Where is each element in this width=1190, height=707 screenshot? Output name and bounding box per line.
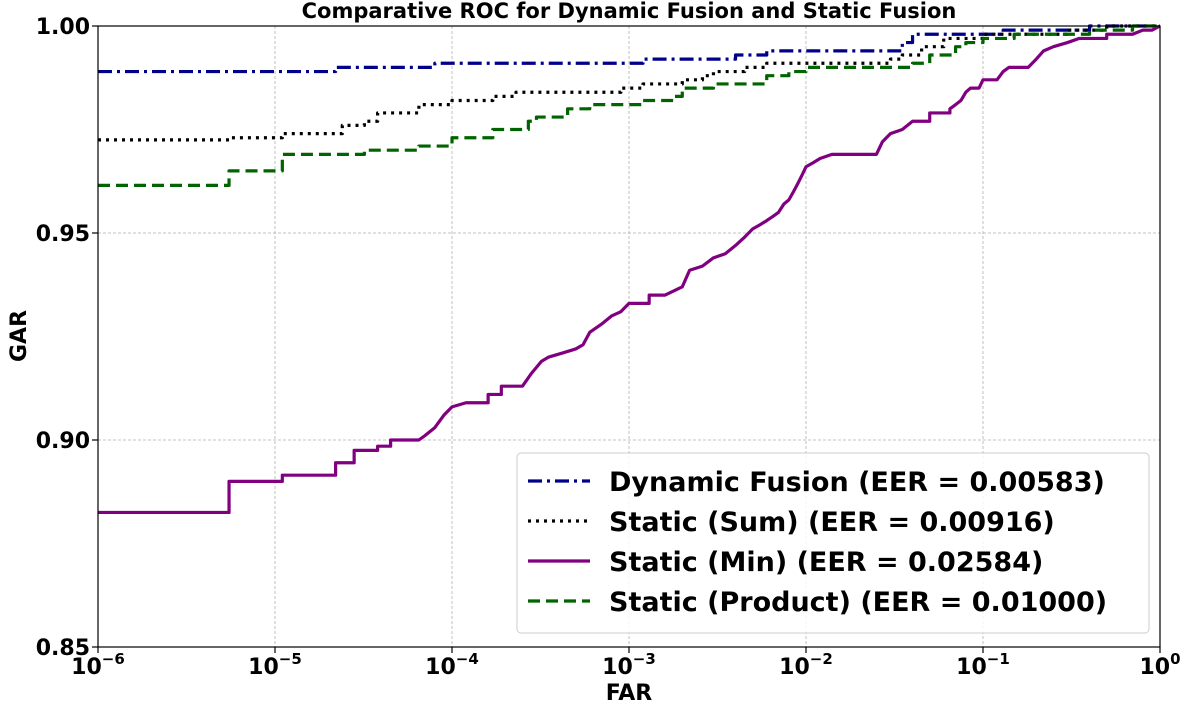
x-tick-base: 10 xyxy=(779,655,810,680)
x-tick-base: 10 xyxy=(602,655,633,680)
series-line xyxy=(98,24,1161,515)
x-tick-exponent: −4 xyxy=(456,650,479,668)
x-tick-exponent: −3 xyxy=(633,650,656,668)
x-tick-label: 10−4 xyxy=(425,650,479,680)
series-line xyxy=(98,24,1160,142)
x-tick-exponent: 0 xyxy=(1170,650,1180,668)
x-axis-label: FAR xyxy=(606,681,653,706)
legend-label: Dynamic Fusion (EER = 0.00583) xyxy=(609,467,1105,498)
legend-box xyxy=(516,452,1150,634)
x-tick-label: 10−3 xyxy=(602,650,656,680)
legend-label: Static (Min) (EER = 0.02584) xyxy=(609,547,1043,578)
x-tick-base: 10 xyxy=(425,655,456,680)
x-tick-exponent: −1 xyxy=(987,650,1010,668)
series-layer xyxy=(98,24,1161,515)
y-axis-label: GAR xyxy=(7,310,32,362)
legend: Dynamic Fusion (EER = 0.00583) Static (Su… xyxy=(516,452,1150,634)
y-tick-label: 0.95 xyxy=(36,222,90,247)
legend-label: Static (Sum) (EER = 0.00916) xyxy=(609,507,1055,538)
y-tick-label: 1.00 xyxy=(36,15,90,40)
x-tick-exponent: −2 xyxy=(810,650,833,668)
x-tick-label: 10−6 xyxy=(71,650,125,680)
legend-label: Static (Product) (EER = 0.01000) xyxy=(609,587,1107,618)
y-tick-label: 0.85 xyxy=(36,636,90,661)
chart-title: Comparative ROC for Dynamic Fusion and S… xyxy=(302,0,957,23)
legend-entries: Dynamic Fusion (EER = 0.00583) Static (Su… xyxy=(528,467,1107,618)
series-line xyxy=(98,24,1160,74)
series-line xyxy=(98,24,1160,187)
x-tick-label: 10−5 xyxy=(248,650,302,680)
x-tick-label: 10−1 xyxy=(956,650,1010,680)
x-tick-exponent: −5 xyxy=(279,650,302,668)
x-tick-exponent: −6 xyxy=(102,650,125,668)
tick-layer: 10−6 10−5 10−4 10−3 10−2 10−1 1000.850.900.951… xyxy=(36,15,1181,680)
x-tick-base: 10 xyxy=(956,655,987,680)
x-tick-base: 10 xyxy=(1139,655,1170,680)
y-tick-label: 0.90 xyxy=(36,429,90,454)
x-tick-base: 10 xyxy=(248,655,279,680)
x-tick-label: 100 xyxy=(1139,650,1180,680)
x-tick-label: 10−2 xyxy=(779,650,833,680)
x-tick-base: 10 xyxy=(71,655,102,680)
